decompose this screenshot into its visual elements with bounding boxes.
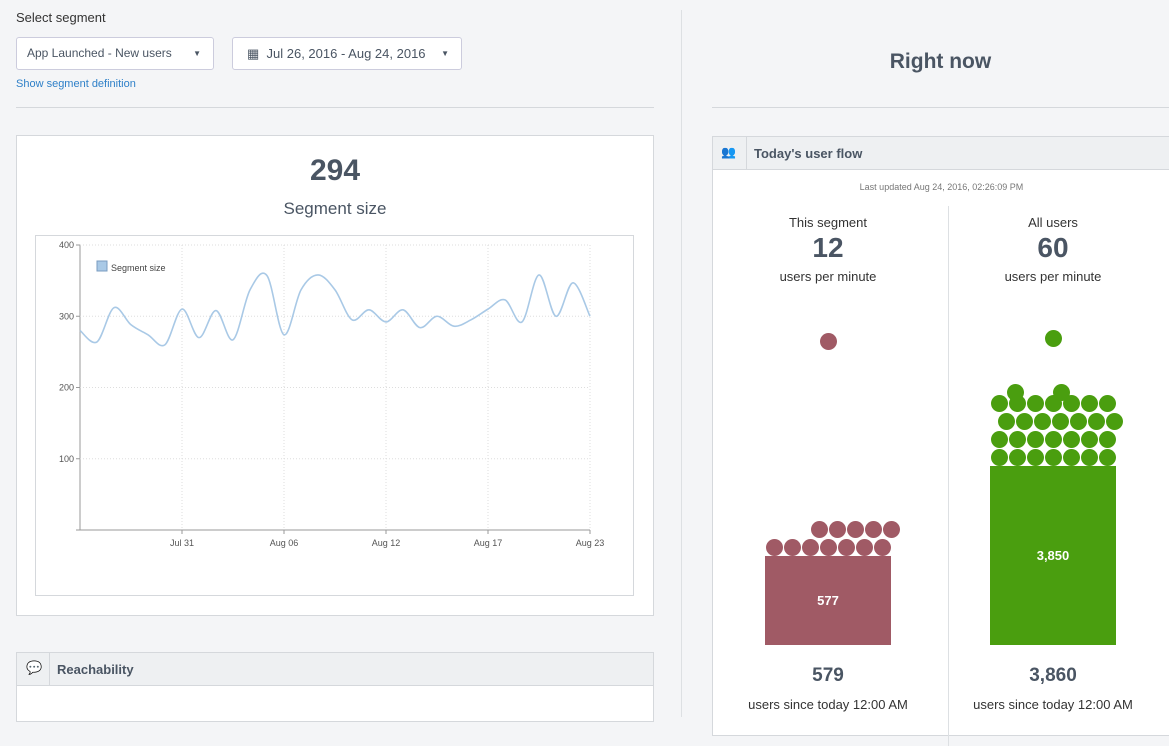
user-dot <box>874 539 891 556</box>
rate: 60 <box>1037 232 1069 263</box>
user-dot <box>1081 449 1098 466</box>
definition-link[interactable]: Show segment definition <box>16 78 136 90</box>
column-name: All users <box>1028 215 1078 230</box>
user-dot <box>1045 449 1062 466</box>
user-dot <box>856 539 873 556</box>
reachability-title: Reachability <box>57 662 134 677</box>
x-tick-label: Aug 17 <box>474 538 503 548</box>
series-line <box>79 272 591 347</box>
user-dot <box>1027 395 1044 412</box>
divider <box>16 107 654 108</box>
user-dot <box>1007 384 1024 401</box>
reachability-card: 💬 Reachability <box>16 652 654 722</box>
user-dot <box>883 521 900 538</box>
user-dot <box>1009 449 1026 466</box>
user-dot <box>1063 449 1080 466</box>
date-range: Jul 26, 2016 - Aug 24, 2016 <box>266 46 426 61</box>
user-dot <box>811 521 828 538</box>
user-dot <box>1081 395 1098 412</box>
user-dot <box>1027 431 1044 448</box>
rate-unit: users per minute <box>779 269 877 284</box>
total-unit: users since today 12:00 AM <box>973 697 1133 712</box>
bar-label: 3,850 <box>1036 547 1070 563</box>
rate: 12 <box>812 232 844 263</box>
y-tick-label: 100 <box>59 454 74 464</box>
x-tick-label: Jul 31 <box>170 538 194 548</box>
column-name: This segment <box>788 215 868 230</box>
total: 3,860 <box>1029 665 1077 686</box>
flow-title: Today's user flow <box>754 146 863 161</box>
bar <box>990 466 1116 645</box>
user-dot <box>1099 431 1116 448</box>
user-dot <box>1034 413 1051 430</box>
select-label: Select segment <box>16 10 106 25</box>
user-dot <box>1027 449 1044 466</box>
users-icon: 👥 <box>721 145 736 159</box>
total: 579 <box>812 665 844 686</box>
user-dot <box>1053 384 1070 401</box>
legend-swatch <box>96 260 108 272</box>
user-dot <box>991 431 1008 448</box>
segment-name: App Launched - New users <box>27 46 172 60</box>
segment-card: 294 Segment size <box>16 135 654 616</box>
user-dot <box>820 333 837 350</box>
column-divider <box>681 10 682 717</box>
y-tick-label: 300 <box>59 311 74 321</box>
legend-label: Segment size <box>111 263 166 273</box>
user-dot <box>1016 413 1033 430</box>
segment-label: Segment size <box>283 199 387 218</box>
user-dot <box>1088 413 1105 430</box>
comment-icon: 💬 <box>26 660 43 675</box>
user-dot <box>1009 431 1026 448</box>
rate-unit: users per minute <box>1004 269 1102 284</box>
user-dot <box>802 539 819 556</box>
right-title: Right now <box>889 50 992 73</box>
user-dot <box>1052 413 1069 430</box>
user-dot <box>784 539 801 556</box>
total-unit: users since today 12:00 AM <box>748 697 908 712</box>
user-dot <box>865 521 882 538</box>
segment-dropdown[interactable]: App Launched - New users ▼ <box>16 37 214 70</box>
page: Select segment App Launched - New users ▼… <box>16 10 1169 746</box>
user-dot <box>766 539 783 556</box>
user-dot <box>1099 395 1116 412</box>
user-dot <box>1081 431 1098 448</box>
user-dot <box>1106 413 1123 430</box>
bar-label: 577 <box>817 592 839 608</box>
user-dot <box>1045 431 1062 448</box>
user-dot <box>991 449 1008 466</box>
date-dropdown[interactable]: ▦ Jul 26, 2016 - Aug 24, 2016 ▼ <box>232 37 462 70</box>
line-chart: 100 200 300 400 Jul 31 Aug 06 Aug 12 Aug 17 Aug … <box>59 240 605 548</box>
user-dot <box>1063 395 1080 412</box>
user-dot <box>829 521 846 538</box>
x-tick-label: Aug 23 <box>576 538 605 548</box>
user-dot <box>838 539 855 556</box>
user-dot <box>998 413 1015 430</box>
user-dot <box>991 395 1008 412</box>
user-dot <box>1063 431 1080 448</box>
user-dot <box>1099 449 1116 466</box>
user-dot <box>847 521 864 538</box>
x-tick-label: Aug 06 <box>270 538 299 548</box>
x-tick-label: Aug 12 <box>372 538 401 548</box>
bar <box>765 556 891 645</box>
segment-value: 294 <box>309 154 361 187</box>
user-dot <box>820 539 837 556</box>
user-dot <box>1045 330 1062 347</box>
updated: Last updated Aug 24, 2016, 02:26:09 PM <box>859 182 1024 192</box>
divider <box>712 107 1169 108</box>
y-tick-label: 200 <box>59 383 74 393</box>
user-dot <box>1070 413 1087 430</box>
y-tick-label: 400 <box>59 240 74 250</box>
